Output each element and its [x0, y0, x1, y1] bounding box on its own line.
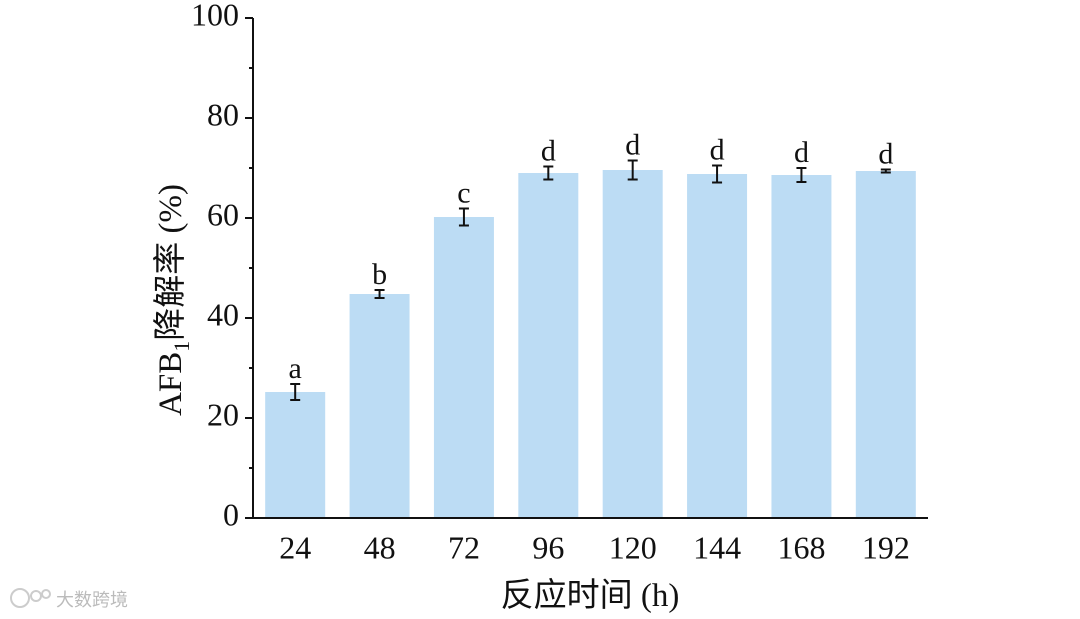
- x-axis-label: 反应时间 (h): [501, 577, 680, 614]
- bar: [687, 174, 748, 518]
- y-label-sub: 1: [169, 341, 194, 352]
- significance-label: d: [878, 138, 893, 171]
- x-tick-label: 72: [448, 529, 480, 565]
- bar: [602, 170, 663, 518]
- y-tick-label: 0: [223, 496, 239, 532]
- y-label-rest: 降解率 (%): [152, 184, 189, 341]
- y-tick-label: 80: [207, 96, 239, 132]
- y-tick-label: 100: [191, 0, 239, 32]
- y-tick-label: 40: [207, 296, 239, 332]
- significance-label: d: [625, 129, 640, 162]
- watermark: 大数跨境: [56, 590, 128, 611]
- x-tick-label: 48: [364, 529, 396, 565]
- bar: [771, 175, 832, 518]
- y-label-main: AFB: [153, 352, 189, 416]
- bar: [349, 294, 410, 518]
- error-bar: [543, 165, 554, 181]
- watermark-icon: [10, 588, 51, 608]
- x-tick-label: 24: [279, 529, 311, 565]
- significance-label: c: [457, 177, 470, 210]
- error-bar: [458, 207, 469, 227]
- error-bar: [374, 289, 385, 299]
- x-tick-label: 144: [693, 529, 741, 565]
- error-bar: [290, 383, 301, 401]
- error-bar: [796, 167, 807, 183]
- significance-label: a: [289, 352, 302, 385]
- significance-label: d: [794, 136, 809, 169]
- significance-label: d: [541, 135, 556, 168]
- y-tick-label: 20: [207, 396, 239, 432]
- error-bar: [627, 159, 638, 181]
- bar: [265, 392, 326, 518]
- bar: [433, 217, 494, 518]
- x-tick-label: 96: [532, 529, 564, 565]
- significance-label: d: [710, 134, 725, 167]
- error-bar: [712, 164, 723, 184]
- y-axis-label: AFB1降解率 (%): [152, 184, 194, 416]
- bar: [855, 171, 916, 518]
- x-tick-label: 120: [609, 529, 657, 565]
- significance-label: b: [372, 258, 387, 291]
- bar: [518, 173, 579, 518]
- error-bar: [880, 168, 891, 174]
- x-tick-label: 192: [862, 529, 910, 565]
- x-tick-label: 168: [777, 529, 825, 565]
- y-tick-label: 60: [207, 196, 239, 232]
